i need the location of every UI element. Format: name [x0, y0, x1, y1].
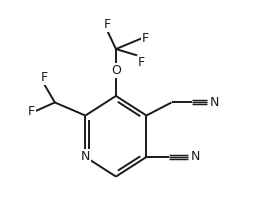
Text: N: N	[81, 150, 90, 164]
Text: F: F	[104, 17, 111, 31]
Text: N: N	[210, 96, 220, 109]
Text: F: F	[41, 71, 47, 84]
Text: F: F	[28, 105, 35, 118]
Text: F: F	[138, 56, 145, 69]
Text: F: F	[142, 32, 149, 45]
Text: O: O	[111, 64, 121, 77]
Text: N: N	[190, 150, 200, 164]
